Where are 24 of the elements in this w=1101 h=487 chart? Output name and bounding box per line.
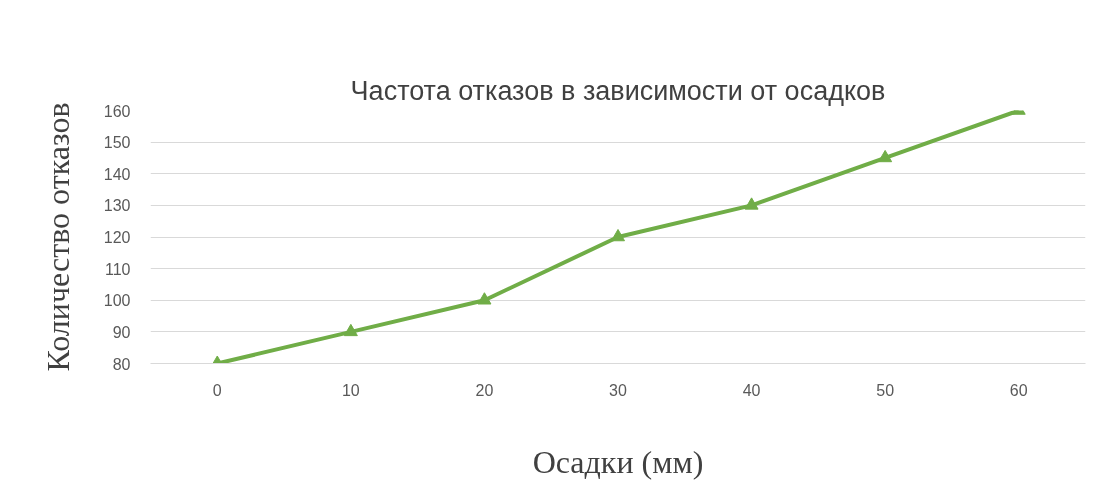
x-axis-title: Осадки (мм): [532, 443, 704, 480]
y-tick-label: 160: [103, 102, 131, 120]
x-tick-label: 0: [212, 381, 222, 399]
x-tick-label: 50: [876, 381, 895, 399]
chart-title: Частота отказов в зависимости от осадков: [350, 75, 886, 106]
x-tick-label: 20: [475, 381, 494, 399]
y-tick-label: 150: [103, 134, 131, 152]
y-tick-label: 100: [103, 292, 131, 310]
point: [343, 323, 358, 337]
point: [878, 149, 893, 163]
x-tick-label: 60: [1009, 381, 1028, 399]
y-tick-label: 90: [112, 323, 131, 341]
y-tick-label: 130: [103, 197, 131, 215]
y-tick-label: 80: [112, 355, 131, 373]
point: [744, 197, 759, 210]
x-tick-label: 10: [341, 381, 360, 399]
point: [611, 228, 625, 242]
y-tick-label: 120: [103, 229, 131, 246]
point: [477, 292, 492, 305]
x-tick-label: 30: [609, 381, 627, 399]
y-axis-title: Количество отказов: [39, 102, 76, 372]
x-tick-label: 40: [742, 381, 761, 399]
y-tick-label: 110: [104, 260, 131, 278]
y-tick-label: 140: [103, 165, 131, 183]
